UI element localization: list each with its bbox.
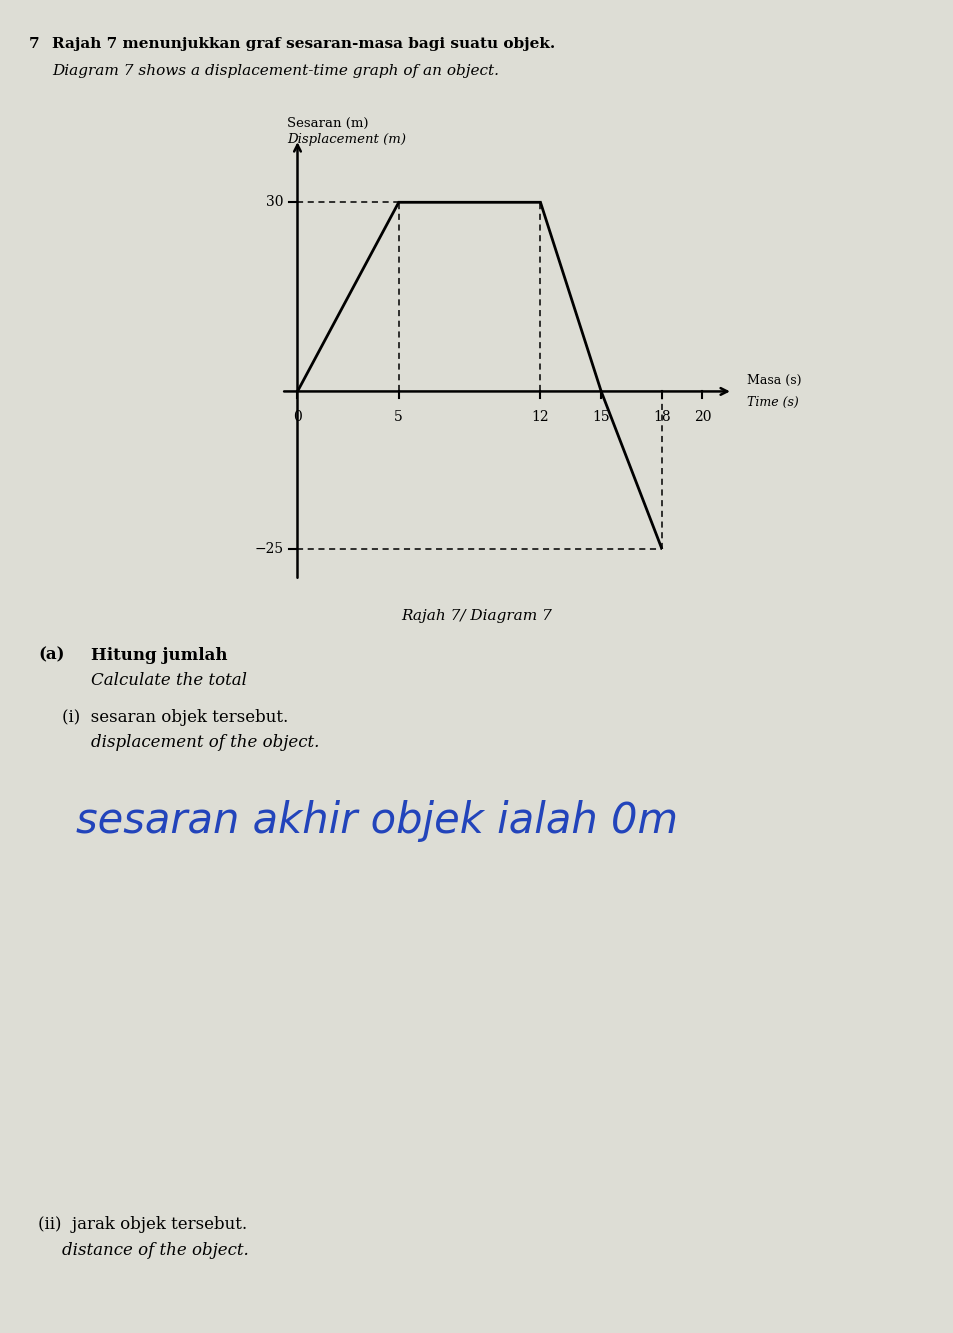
Text: Rajah 7 menunjukkan graf sesaran-masa bagi suatu objek.: Rajah 7 menunjukkan graf sesaran-masa ba… xyxy=(52,37,556,52)
Text: distance of the object.: distance of the object. xyxy=(62,1242,249,1260)
Text: (i)  sesaran objek tersebut.: (i) sesaran objek tersebut. xyxy=(62,709,288,726)
Text: Displacement (m): Displacement (m) xyxy=(287,132,406,145)
Text: Calculate the total: Calculate the total xyxy=(91,672,247,689)
Text: Sesaran (m): Sesaran (m) xyxy=(287,117,369,129)
Text: Hitung jumlah: Hitung jumlah xyxy=(91,647,227,664)
Text: sesaran akhir objek ialah 0m: sesaran akhir objek ialah 0m xyxy=(76,800,678,842)
Text: (a): (a) xyxy=(38,647,65,664)
Text: 7: 7 xyxy=(29,37,39,52)
Text: Diagram 7 shows a displacement-time graph of an object.: Diagram 7 shows a displacement-time grap… xyxy=(52,64,499,79)
Text: Masa (s): Masa (s) xyxy=(746,373,801,387)
Text: 12: 12 xyxy=(531,411,549,424)
Text: 15: 15 xyxy=(592,411,609,424)
Text: (ii)  jarak objek tersebut.: (ii) jarak objek tersebut. xyxy=(38,1216,247,1233)
Text: −25: −25 xyxy=(253,543,283,556)
Text: 0: 0 xyxy=(293,411,301,424)
Text: 5: 5 xyxy=(394,411,403,424)
Text: 30: 30 xyxy=(266,196,283,209)
Text: 18: 18 xyxy=(653,411,670,424)
Text: Rajah 7/ Diagram 7: Rajah 7/ Diagram 7 xyxy=(401,609,552,624)
Text: displacement of the object.: displacement of the object. xyxy=(91,734,318,752)
Text: 20: 20 xyxy=(693,411,710,424)
Text: Time (s): Time (s) xyxy=(746,396,798,409)
